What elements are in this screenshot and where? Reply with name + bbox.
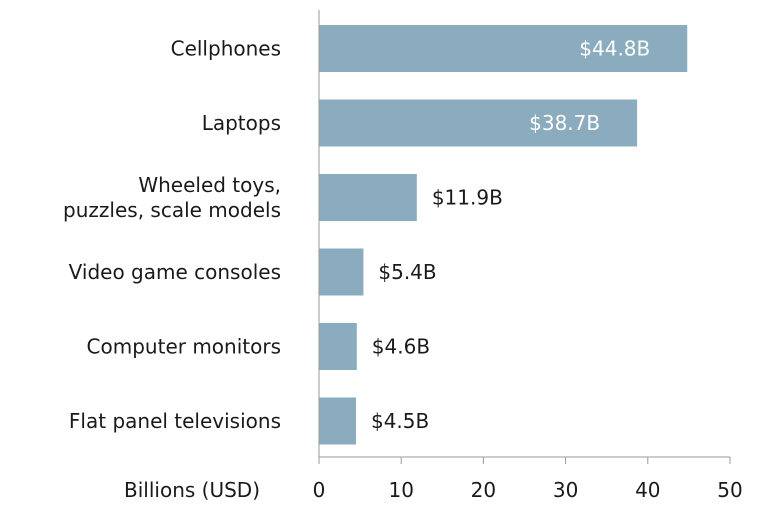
- x-tick-label-2: 20: [471, 478, 496, 502]
- x-tick-label-1: 10: [388, 478, 413, 502]
- category-label-line: Computer monitors: [87, 335, 281, 359]
- category-labels: Cellphones Laptops Wheeled toys, puzzles, s…: [63, 37, 281, 434]
- category-label-line: Video game consoles: [69, 260, 281, 284]
- value-label-1: $38.7B: [529, 111, 600, 135]
- bar-2: [319, 174, 417, 221]
- category-label-line: Laptops: [202, 111, 281, 135]
- x-tick-label-3: 30: [553, 478, 578, 502]
- x-tick-label-5: 50: [717, 478, 742, 502]
- value-label-2: $11.9B: [432, 186, 503, 210]
- bars-layer: $44.8B $38.7B $11.9B $5.4B $4.6B $4.5B: [319, 25, 688, 445]
- value-label-0: $44.8B: [579, 37, 650, 61]
- bar-0: [319, 25, 688, 72]
- x-tick-label-4: 40: [635, 478, 660, 502]
- category-label-2: Wheeled toys, puzzles, scale models: [63, 173, 281, 222]
- category-label-4: Computer monitors: [87, 335, 281, 359]
- category-label-3: Video game consoles: [69, 260, 281, 284]
- category-label-line: Wheeled toys,: [138, 173, 281, 197]
- bar-5: [319, 397, 356, 445]
- bar-4: [319, 323, 357, 370]
- category-label-1: Laptops: [202, 111, 281, 135]
- value-label-3: $5.4B: [378, 260, 436, 284]
- category-label-line: Flat panel televisions: [69, 409, 281, 433]
- category-label-line: puzzles, scale models: [63, 198, 281, 222]
- x-tick-label-0: 0: [313, 478, 326, 502]
- value-label-4: $4.6B: [372, 335, 430, 359]
- x-axis-label: Billions (USD): [124, 478, 260, 502]
- category-label-5: Flat panel televisions: [69, 409, 281, 433]
- value-label-5: $4.5B: [371, 409, 429, 433]
- x-axis: 0 10 20 30 40 50: [313, 10, 743, 502]
- bar-1: [319, 99, 638, 147]
- category-label-line: Cellphones: [171, 37, 281, 61]
- bar-3: [319, 248, 364, 296]
- category-label-0: Cellphones: [171, 37, 281, 61]
